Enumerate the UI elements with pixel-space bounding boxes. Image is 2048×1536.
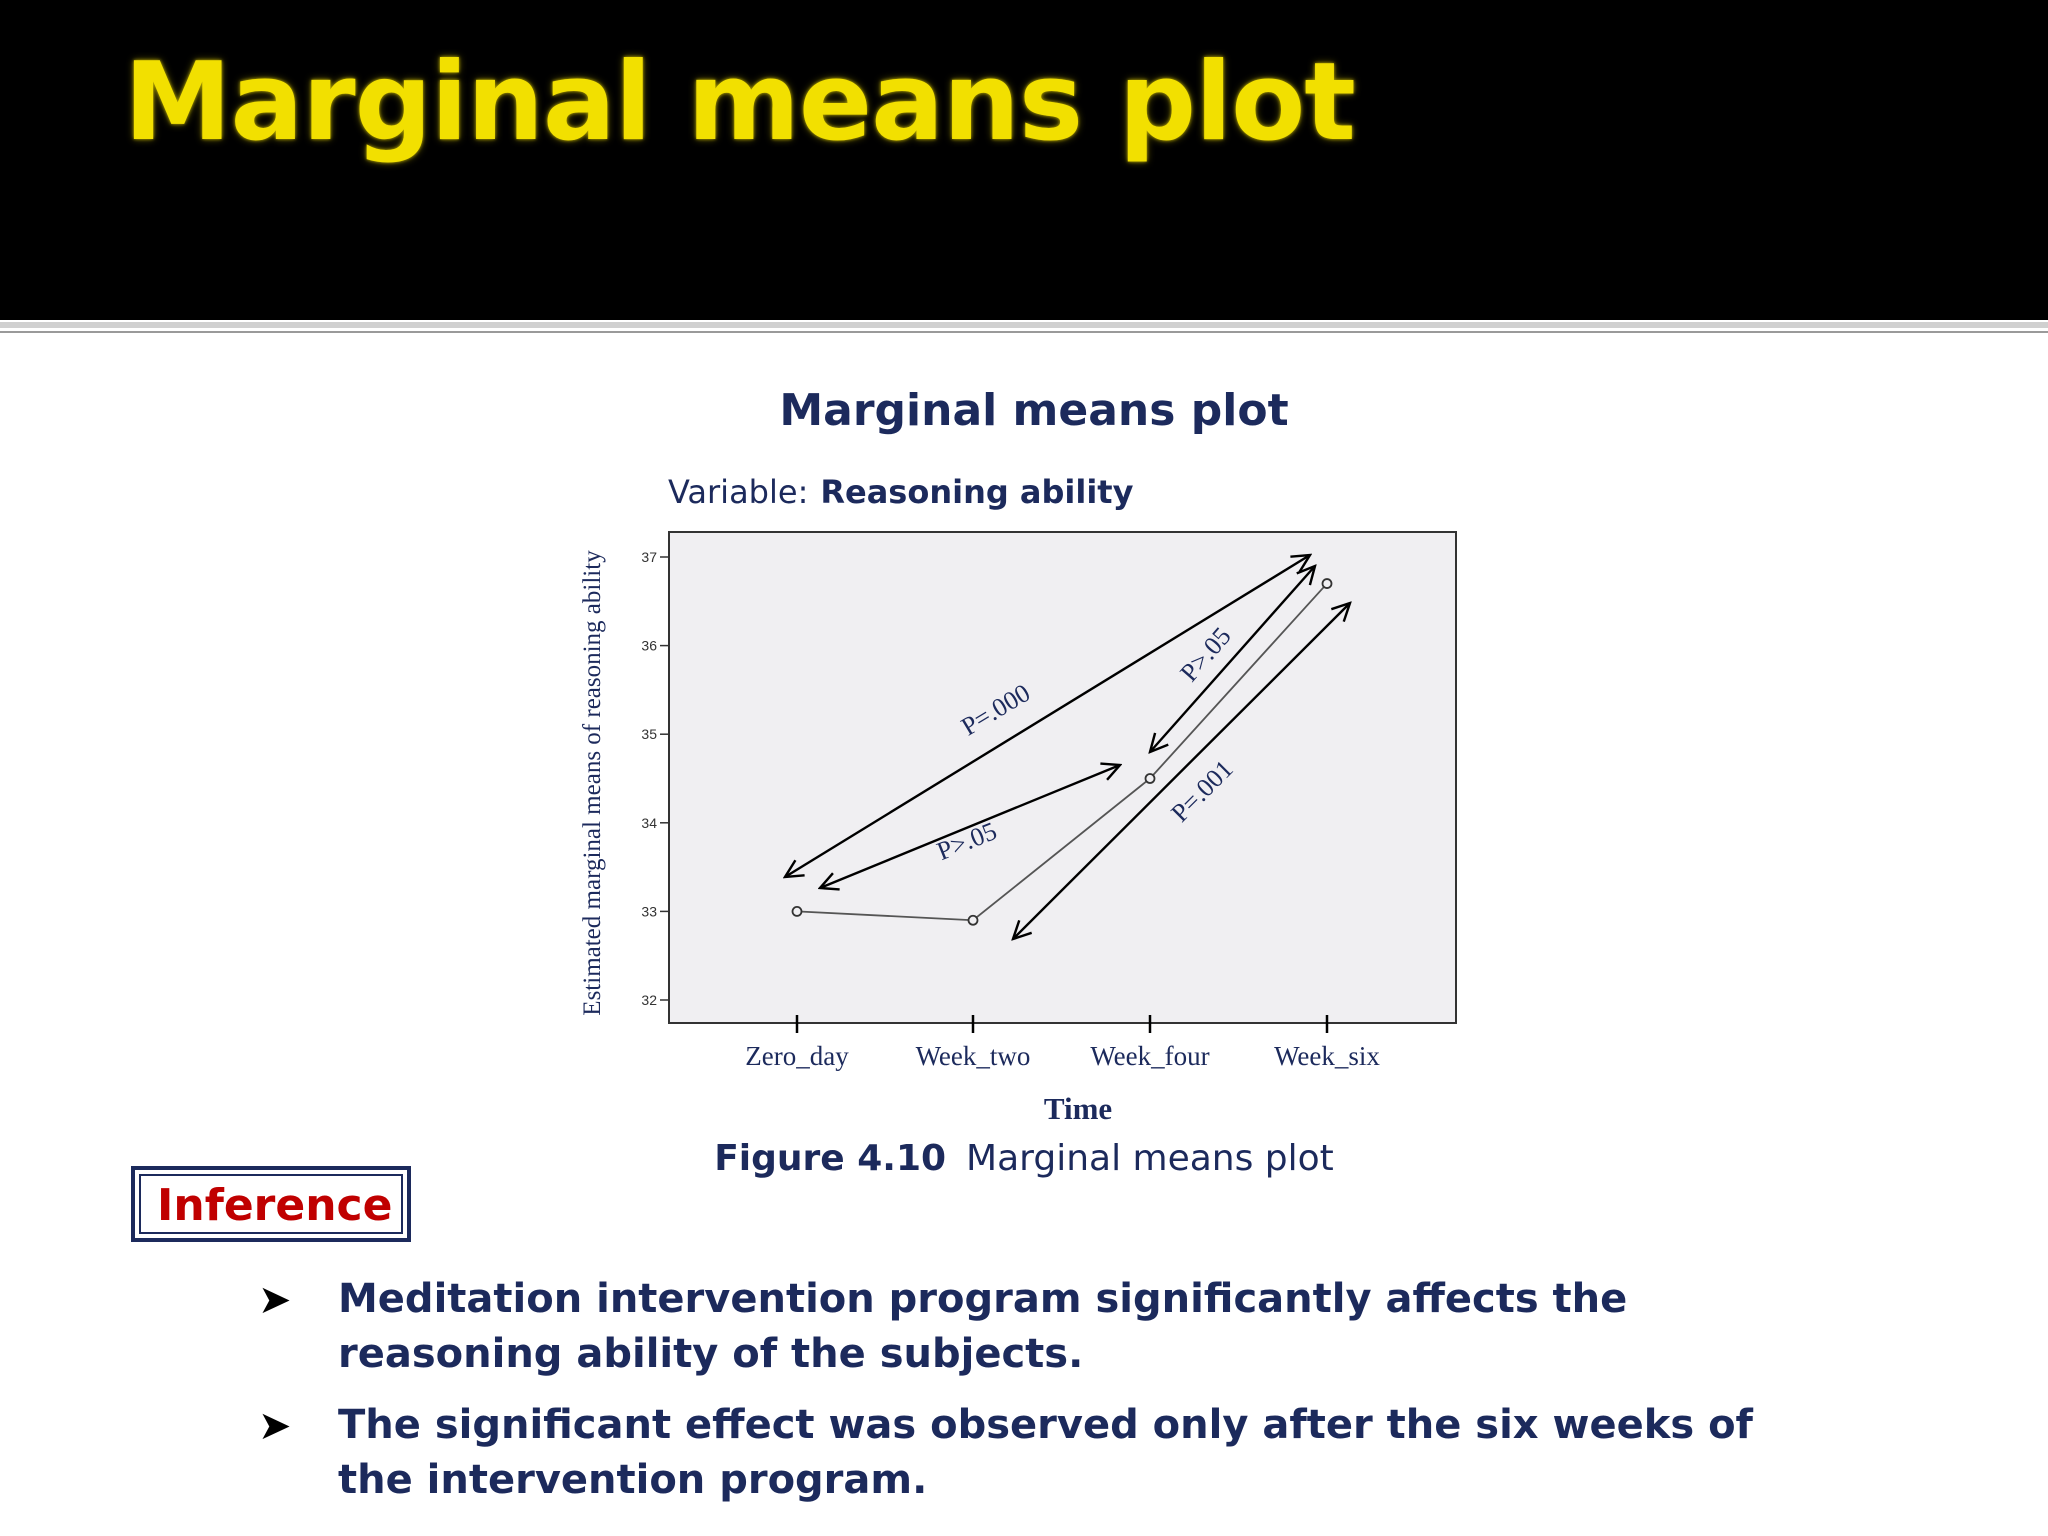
data-point bbox=[1321, 578, 1333, 589]
bullet-item: ➤ The significant effect was observed on… bbox=[258, 1398, 1758, 1508]
header-divider bbox=[0, 322, 2048, 328]
variable-name: Reasoning ability bbox=[820, 473, 1134, 511]
y-axis: 32 33 34 35 36 37 bbox=[641, 549, 669, 1008]
significance-arrow bbox=[1013, 603, 1350, 939]
x-tick-label: Week_four bbox=[1090, 1041, 1209, 1071]
slide-header: Marginal means plot bbox=[0, 0, 2048, 320]
chart-title: Marginal means plot bbox=[779, 385, 1289, 436]
figure-caption-text: Marginal means plot bbox=[966, 1138, 1334, 1179]
variable-label: Variable: bbox=[668, 473, 809, 511]
y-tick-label: 33 bbox=[641, 903, 657, 919]
y-tick-label: 32 bbox=[641, 992, 657, 1008]
figure-caption: Figure 4.10 Marginal means plot bbox=[0, 1138, 2048, 1179]
x-tick-label: Week_two bbox=[916, 1041, 1031, 1071]
header-divider-thin bbox=[0, 331, 2048, 333]
y-tick-label: 36 bbox=[641, 638, 657, 654]
y-tick-label: 37 bbox=[641, 549, 657, 565]
arrow-bullet-icon: ➤ bbox=[258, 1403, 292, 1449]
bullet-text: The significant effect was observed only… bbox=[338, 1402, 1753, 1503]
y-axis-label: Estimated marginal means of reasoning ab… bbox=[579, 550, 606, 1016]
data-point bbox=[967, 914, 979, 926]
x-tick-label: Zero_day bbox=[745, 1041, 849, 1071]
figure-label: Figure 4.10 bbox=[714, 1138, 947, 1179]
y-tick-label: 35 bbox=[641, 726, 657, 742]
y-tick-label: 34 bbox=[641, 815, 657, 831]
inference-heading: Inference bbox=[157, 1180, 393, 1231]
x-axis: Zero_day Week_two Week_four Week_six bbox=[745, 1015, 1380, 1071]
x-tick-label: Week_six bbox=[1274, 1041, 1380, 1071]
data-point bbox=[791, 906, 803, 917]
arrow-bullet-icon: ➤ bbox=[258, 1277, 292, 1323]
slide-title: Marginal means plot bbox=[124, 40, 1356, 165]
plot-area bbox=[668, 531, 1457, 1024]
inference-bullets: ➤ Meditation intervention program signif… bbox=[258, 1272, 1758, 1524]
x-axis-label: Time bbox=[1044, 1091, 1112, 1126]
variable-line: Variable: Reasoning ability bbox=[668, 473, 1133, 511]
data-point bbox=[1144, 773, 1156, 784]
bullet-item: ➤ Meditation intervention program signif… bbox=[258, 1272, 1758, 1382]
inference-heading-box: Inference bbox=[131, 1166, 411, 1242]
bullet-text: Meditation intervention program signific… bbox=[338, 1276, 1628, 1377]
inference-box-inner-border bbox=[139, 1174, 403, 1234]
